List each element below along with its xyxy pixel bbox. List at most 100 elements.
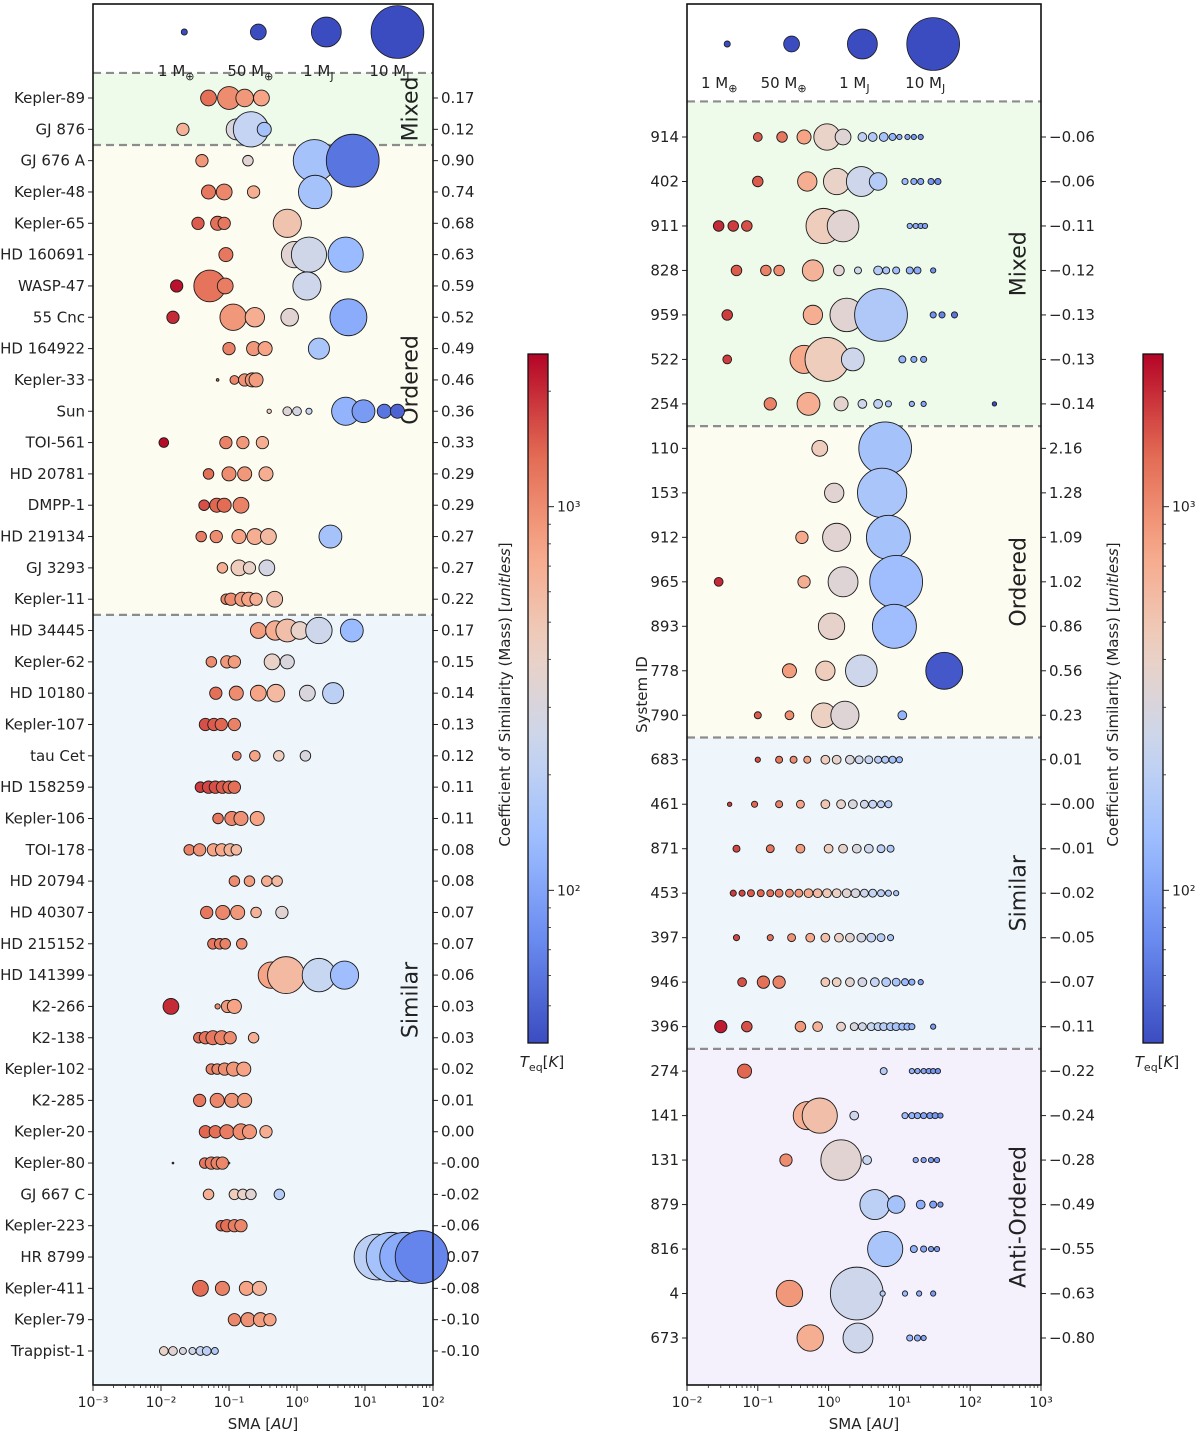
planet-marker <box>867 132 878 142</box>
planet-marker <box>263 653 281 671</box>
section-label: Similar <box>399 961 424 1038</box>
system-label: HD 20794 <box>10 872 85 890</box>
coefficient-label: 0.22 <box>441 590 474 608</box>
planet-marker <box>318 524 343 549</box>
planet-marker <box>325 133 380 188</box>
planet-marker <box>249 810 265 826</box>
planet-marker <box>781 663 797 679</box>
coefficient-label: −0.06 <box>1049 128 1095 146</box>
planet-marker <box>842 1322 874 1354</box>
system-label: K2-285 <box>32 1091 85 1109</box>
planet-marker <box>224 1092 240 1108</box>
planet-marker <box>202 1188 215 1201</box>
colorbar-tick-label: 10³ <box>1172 500 1195 516</box>
coefficient-label: 0.17 <box>441 622 474 640</box>
coefficient-label: 0.27 <box>441 528 474 546</box>
planet-marker <box>869 554 924 609</box>
coefficient-label: 0.49 <box>441 340 474 358</box>
system-label: GJ 876 <box>36 120 85 138</box>
planet-marker <box>841 888 852 899</box>
colorbar <box>527 353 549 1044</box>
coefficient-label: 1.28 <box>1049 484 1082 502</box>
planet-marker <box>394 1230 449 1284</box>
planet-marker <box>845 932 855 943</box>
planet-marker <box>193 843 207 857</box>
planet-marker <box>866 932 877 943</box>
mass-legend-marker <box>723 40 731 48</box>
planet-marker <box>822 888 832 899</box>
planet-marker <box>236 1061 252 1077</box>
system-label: HD 164922 <box>0 340 85 358</box>
planet-marker <box>794 1020 807 1033</box>
planet-marker <box>879 1067 888 1076</box>
planet-marker <box>937 1112 944 1119</box>
planet-marker <box>910 133 917 141</box>
planet-marker <box>920 1068 927 1075</box>
planet-marker <box>198 499 210 511</box>
planet-marker <box>756 889 765 898</box>
system-label: Kepler-65 <box>14 214 85 232</box>
planet-marker <box>849 1022 859 1032</box>
planet-marker <box>766 889 775 898</box>
coefficient-label: −0.13 <box>1049 350 1095 368</box>
planet-marker <box>826 209 860 243</box>
planet-marker <box>389 403 405 419</box>
system-label: HD 215152 <box>0 935 85 953</box>
planet-marker <box>851 843 862 854</box>
coefficient-label: 0.74 <box>441 183 474 201</box>
system-label: 683 <box>650 751 679 769</box>
planet-marker <box>729 889 737 897</box>
planet-marker <box>188 1347 197 1355</box>
planet-marker <box>267 956 305 995</box>
planet-marker <box>209 686 223 700</box>
planet-marker <box>765 844 775 854</box>
planet-marker <box>927 1245 935 1253</box>
planet-marker <box>244 307 265 328</box>
coefficient-label: 0.90 <box>441 152 474 170</box>
planet-marker <box>772 975 786 989</box>
planet-marker <box>908 400 915 407</box>
system-label: Kepler-11 <box>14 590 85 608</box>
planet-marker <box>884 889 892 897</box>
planet-marker <box>258 466 274 482</box>
planet-marker <box>794 888 804 898</box>
coefficient-label: 0.63 <box>441 246 474 264</box>
system-label: 893 <box>650 617 679 635</box>
system-label: TOI-178 <box>25 841 85 859</box>
planet-marker <box>236 938 248 950</box>
planet-marker <box>886 844 895 853</box>
planet-marker <box>937 1201 944 1208</box>
planet-marker <box>243 875 256 887</box>
coefficient-label: -0.00 <box>441 1154 480 1172</box>
coefficient-label: 0.00 <box>441 1123 474 1141</box>
system-label: HD 141399 <box>0 966 85 984</box>
planet-marker <box>263 1313 277 1327</box>
coefficient-label: 0.29 <box>441 465 474 483</box>
planet-marker <box>908 1068 915 1075</box>
planet-marker <box>322 682 345 705</box>
planet-marker <box>227 1161 231 1165</box>
planet-marker <box>171 1161 175 1165</box>
coefficient-label: −0.11 <box>1049 217 1095 235</box>
section-label: Similar <box>1007 854 1032 931</box>
planet-marker <box>216 497 232 513</box>
planet-marker <box>879 1290 886 1297</box>
planet-marker <box>882 266 891 275</box>
planet-marker <box>273 1188 286 1201</box>
system-label: 879 <box>650 1196 679 1214</box>
planet-marker <box>200 905 214 920</box>
planet-marker <box>933 1245 941 1253</box>
planet-marker <box>737 977 747 987</box>
planet-marker <box>766 934 774 942</box>
x-tick-label: 10² <box>958 1395 981 1411</box>
planet-marker <box>726 801 733 807</box>
coefficient-label: 0.17 <box>441 89 474 107</box>
planet-marker <box>754 756 761 763</box>
section-label: Mixed <box>1007 231 1032 296</box>
planet-marker <box>812 1021 823 1032</box>
planet-marker <box>256 121 272 137</box>
coefficient-label: −0.22 <box>1049 1062 1095 1080</box>
planet-marker <box>753 711 762 720</box>
system-label: HD 160691 <box>0 246 85 264</box>
